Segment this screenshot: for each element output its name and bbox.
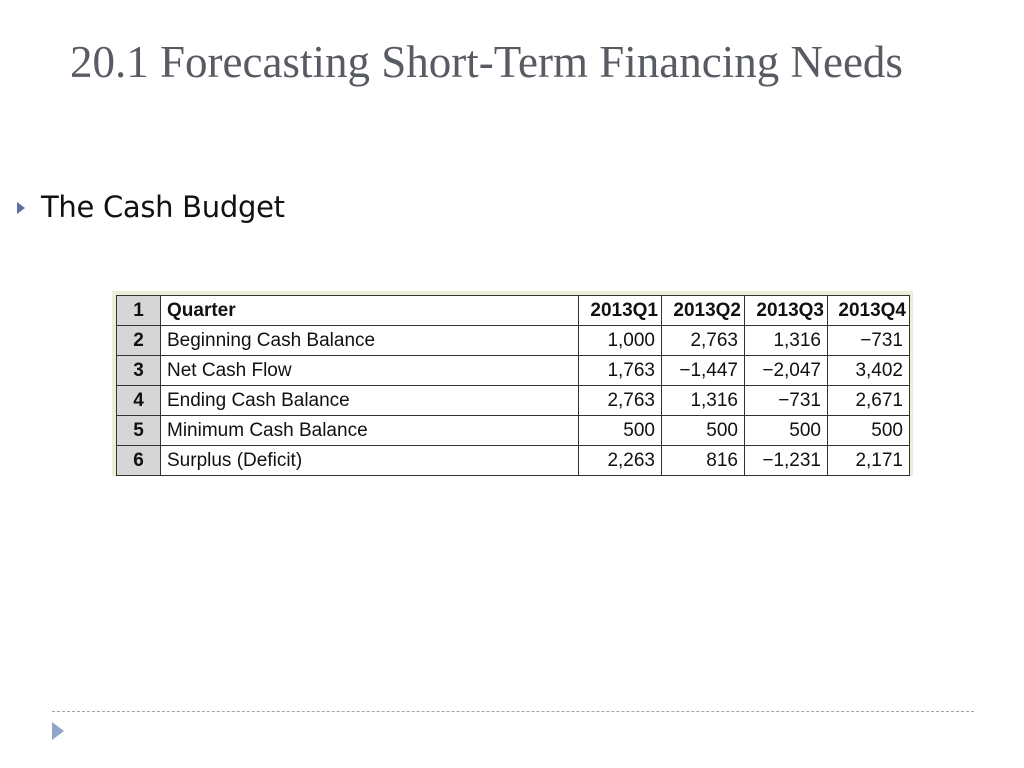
cell-value: 3,402 bbox=[827, 355, 910, 386]
cell-value: 2,263 bbox=[578, 445, 662, 476]
cell-value: 2,763 bbox=[661, 325, 745, 356]
table-row: 5 Minimum Cash Balance 500 500 500 500 bbox=[116, 415, 910, 446]
cell-value: 1,000 bbox=[578, 325, 662, 356]
footer-divider bbox=[52, 711, 974, 712]
row-label: Ending Cash Balance bbox=[160, 385, 579, 416]
bullet-text: The Cash Budget bbox=[41, 190, 285, 224]
column-header-q3: 2013Q3 bbox=[744, 295, 828, 326]
table-row: 4 Ending Cash Balance 2,763 1,316 −731 2… bbox=[116, 385, 910, 416]
cell-value: 1,316 bbox=[744, 325, 828, 356]
row-label: Surplus (Deficit) bbox=[160, 445, 579, 476]
triangle-right-icon bbox=[17, 202, 25, 214]
bullet-item: The Cash Budget bbox=[14, 190, 285, 224]
row-number: 3 bbox=[116, 355, 161, 386]
slide-title: 20.1 Forecasting Short-Term Financing Ne… bbox=[70, 37, 903, 87]
row-label: Net Cash Flow bbox=[160, 355, 579, 386]
column-header-q4: 2013Q4 bbox=[827, 295, 910, 326]
row-number: 1 bbox=[116, 295, 161, 326]
row-number: 4 bbox=[116, 385, 161, 416]
cell-value: −1,447 bbox=[661, 355, 745, 386]
cell-value: 1,316 bbox=[661, 385, 745, 416]
row-label: Minimum Cash Balance bbox=[160, 415, 579, 446]
cash-budget-table-frame: 1 Quarter 2013Q1 2013Q2 2013Q3 2013Q4 2 … bbox=[112, 291, 913, 476]
cell-value: 2,671 bbox=[827, 385, 910, 416]
table-header-row: 1 Quarter 2013Q1 2013Q2 2013Q3 2013Q4 bbox=[116, 295, 910, 326]
table-row: 3 Net Cash Flow 1,763 −1,447 −2,047 3,40… bbox=[116, 355, 910, 386]
cell-value: 500 bbox=[744, 415, 828, 446]
cell-value: −2,047 bbox=[744, 355, 828, 386]
cell-value: −731 bbox=[744, 385, 828, 416]
table-row: 2 Beginning Cash Balance 1,000 2,763 1,3… bbox=[116, 325, 910, 356]
cell-value: −1,231 bbox=[744, 445, 828, 476]
row-number: 5 bbox=[116, 415, 161, 446]
cell-value: 816 bbox=[661, 445, 745, 476]
cell-value: 500 bbox=[661, 415, 745, 446]
row-number: 2 bbox=[116, 325, 161, 356]
table-row: 6 Surplus (Deficit) 2,263 816 −1,231 2,1… bbox=[116, 445, 910, 476]
cash-budget-table: 1 Quarter 2013Q1 2013Q2 2013Q3 2013Q4 2 … bbox=[116, 295, 910, 476]
column-header-q2: 2013Q2 bbox=[661, 295, 745, 326]
cell-value: 500 bbox=[578, 415, 662, 446]
cell-value: 500 bbox=[827, 415, 910, 446]
cell-value: 2,171 bbox=[827, 445, 910, 476]
row-number: 6 bbox=[116, 445, 161, 476]
column-header-label: Quarter bbox=[160, 295, 579, 326]
column-header-q1: 2013Q1 bbox=[578, 295, 662, 326]
cell-value: 1,763 bbox=[578, 355, 662, 386]
cell-value: 2,763 bbox=[578, 385, 662, 416]
triangle-right-icon bbox=[52, 722, 64, 740]
row-label: Beginning Cash Balance bbox=[160, 325, 579, 356]
cell-value: −731 bbox=[827, 325, 910, 356]
